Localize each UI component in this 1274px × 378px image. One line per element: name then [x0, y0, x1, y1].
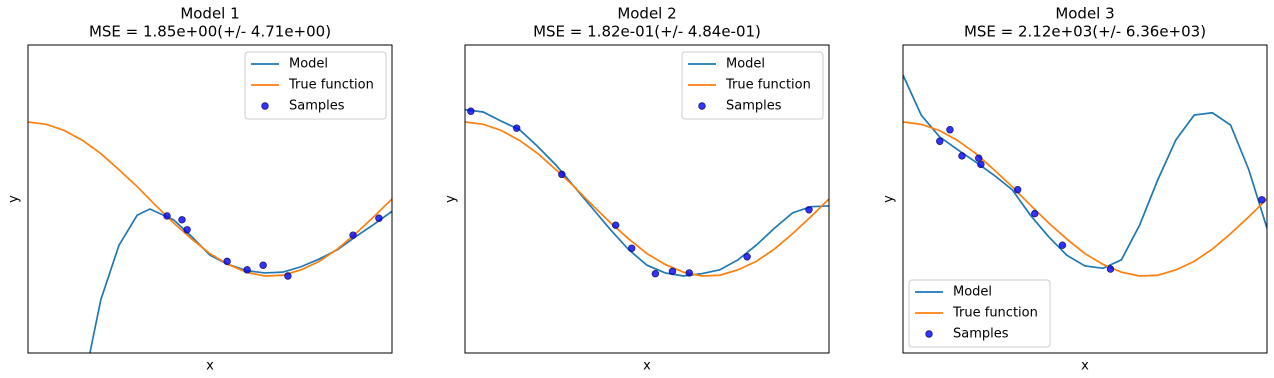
- sample-point: [375, 214, 383, 222]
- chart-subtitle: MSE = 1.82e-01(+/- 4.84e-01): [533, 23, 761, 41]
- sample-point: [977, 160, 985, 169]
- y-axis-label: y: [444, 195, 459, 203]
- chart-subtitle: MSE = 2.12e+03(+/- 6.36e+03): [964, 23, 1206, 41]
- sample-point: [512, 124, 521, 132]
- legend-marker: [925, 330, 933, 338]
- line-series: [89, 208, 392, 353]
- sample-point: [1058, 241, 1067, 249]
- line-series: [465, 108, 829, 277]
- legend-label: Model: [289, 57, 328, 72]
- sample-point: [743, 253, 751, 261]
- line-series: [903, 121, 1267, 277]
- x-axis-label: x: [1081, 359, 1089, 374]
- legend-label: True function: [952, 306, 1038, 321]
- sample-point: [628, 244, 636, 252]
- legend-box: [681, 51, 824, 120]
- legend-label: True function: [725, 78, 811, 93]
- legend-box: [908, 279, 1051, 348]
- sample-point: [975, 154, 983, 162]
- legend-label: Model: [953, 285, 992, 300]
- sample-point: [178, 216, 186, 224]
- sample-point: [685, 269, 693, 277]
- sample-point: [558, 170, 566, 179]
- legend: Model True function Samples: [244, 51, 387, 120]
- plot-frame: [464, 44, 830, 354]
- x-axis-label: x: [206, 359, 214, 374]
- legend-label: True function: [288, 78, 374, 93]
- sample-point: [163, 212, 171, 220]
- y-axis-label: y: [882, 195, 897, 203]
- legend-marker: [261, 102, 269, 110]
- legend-marker: [698, 102, 706, 110]
- legend: Model True function Samples: [681, 51, 824, 120]
- chart-title: Model 1: [180, 5, 239, 23]
- sample-point: [349, 231, 357, 239]
- plot-area: [903, 74, 1267, 277]
- plot-frame: [902, 44, 1268, 354]
- y-axis-label: y: [7, 195, 22, 203]
- sample-point: [668, 267, 677, 276]
- sample-point: [936, 137, 944, 145]
- sample-point: [1031, 209, 1039, 218]
- sample-point: [958, 152, 966, 160]
- chart-subtitle: MSE = 1.85e+00(+/- 4.71e+00): [89, 23, 331, 41]
- legend-label: Model: [726, 57, 765, 72]
- legend-label: Samples: [726, 99, 782, 114]
- plot-area: [28, 121, 392, 353]
- x-axis-label: x: [643, 359, 651, 374]
- sample-point: [467, 107, 475, 115]
- sample-point: [243, 266, 251, 274]
- sample-point: [259, 261, 267, 269]
- line-series: [28, 121, 392, 277]
- line-series: [465, 121, 829, 277]
- sample-point: [946, 125, 954, 134]
- sample-point: [1106, 265, 1115, 273]
- chart-title: Model 3: [1055, 5, 1114, 23]
- sample-point: [611, 221, 620, 229]
- plot-frame: [27, 44, 393, 354]
- sample-point: [284, 272, 292, 280]
- sample-point: [223, 257, 231, 266]
- sample-point: [651, 269, 660, 278]
- legend-label: Samples: [289, 99, 345, 114]
- plot-area: [465, 107, 829, 278]
- sample-point: [805, 206, 813, 214]
- legend-label: Samples: [953, 327, 1009, 342]
- line-series: [903, 74, 1267, 270]
- chart-title: Model 2: [617, 5, 676, 23]
- sample-point: [1258, 196, 1266, 204]
- sample-point: [183, 226, 191, 234]
- legend: Model True function Samples: [908, 279, 1051, 348]
- legend-box: [244, 51, 387, 120]
- sample-point: [1013, 186, 1022, 194]
